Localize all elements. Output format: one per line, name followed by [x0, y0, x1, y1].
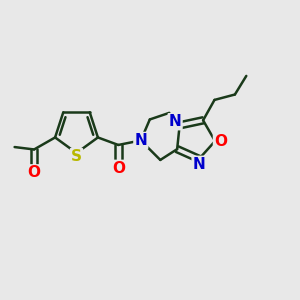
Text: O: O	[214, 134, 227, 148]
Text: N: N	[193, 157, 206, 172]
Text: O: O	[28, 165, 40, 180]
Text: S: S	[71, 149, 82, 164]
Text: O: O	[112, 161, 125, 176]
Text: N: N	[134, 133, 147, 148]
Text: N: N	[169, 114, 182, 129]
